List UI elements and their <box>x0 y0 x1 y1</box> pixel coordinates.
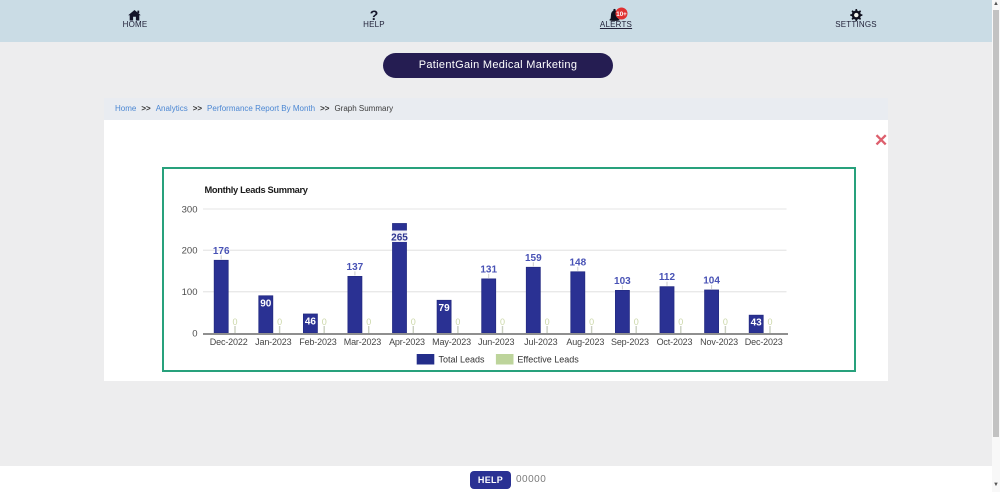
svg-text:46: 46 <box>305 317 317 328</box>
svg-text:0: 0 <box>455 317 460 327</box>
svg-text:Jul-2023: Jul-2023 <box>524 337 557 347</box>
svg-text:100: 100 <box>182 287 198 298</box>
svg-text:Mar-2023: Mar-2023 <box>344 337 381 347</box>
svg-text:90: 90 <box>260 298 272 309</box>
svg-text:Jan-2023: Jan-2023 <box>255 337 291 347</box>
svg-text:Feb-2023: Feb-2023 <box>299 337 336 347</box>
svg-text:Oct-2023: Oct-2023 <box>657 337 693 347</box>
svg-text:Dec-2022: Dec-2022 <box>210 337 248 347</box>
svg-text:159: 159 <box>525 253 542 264</box>
svg-text:104: 104 <box>703 276 720 287</box>
svg-text:Sep-2023: Sep-2023 <box>611 337 649 347</box>
svg-text:137: 137 <box>347 262 364 273</box>
svg-text:Effective Leads: Effective Leads <box>517 355 579 365</box>
svg-text:Jun-2023: Jun-2023 <box>478 337 514 347</box>
svg-text:Monthly Leads Summary: Monthly Leads Summary <box>205 185 309 195</box>
svg-text:10+: 10+ <box>616 11 627 18</box>
svg-text:Aug-2023: Aug-2023 <box>566 337 604 347</box>
svg-text:Total Leads: Total Leads <box>439 355 486 365</box>
svg-text:Dec-2023: Dec-2023 <box>745 337 783 347</box>
svg-text:176: 176 <box>213 246 230 257</box>
svg-text:0: 0 <box>723 317 728 327</box>
svg-text:0: 0 <box>767 317 772 327</box>
svg-text:0: 0 <box>277 317 282 327</box>
svg-text:200: 200 <box>182 246 198 257</box>
svg-text:0: 0 <box>322 317 327 327</box>
svg-text:0: 0 <box>589 317 594 327</box>
svg-text:Apr-2023: Apr-2023 <box>389 337 425 347</box>
svg-text:265: 265 <box>391 233 408 244</box>
svg-text:300: 300 <box>182 204 198 215</box>
svg-text:May-2023: May-2023 <box>432 337 471 347</box>
svg-text:131: 131 <box>480 264 497 275</box>
svg-text:0: 0 <box>192 328 197 339</box>
svg-text:103: 103 <box>614 276 631 287</box>
svg-text:0: 0 <box>634 317 639 327</box>
svg-text:79: 79 <box>439 303 451 314</box>
svg-text:0: 0 <box>232 317 237 327</box>
svg-text:0: 0 <box>500 317 505 327</box>
svg-text:43: 43 <box>751 318 763 329</box>
svg-text:112: 112 <box>659 272 676 283</box>
svg-text:148: 148 <box>569 257 586 268</box>
svg-text:0: 0 <box>678 317 683 327</box>
svg-text:Nov-2023: Nov-2023 <box>700 337 738 347</box>
svg-text:0: 0 <box>366 317 371 327</box>
svg-text:0: 0 <box>545 317 550 327</box>
svg-text:0: 0 <box>411 317 416 327</box>
